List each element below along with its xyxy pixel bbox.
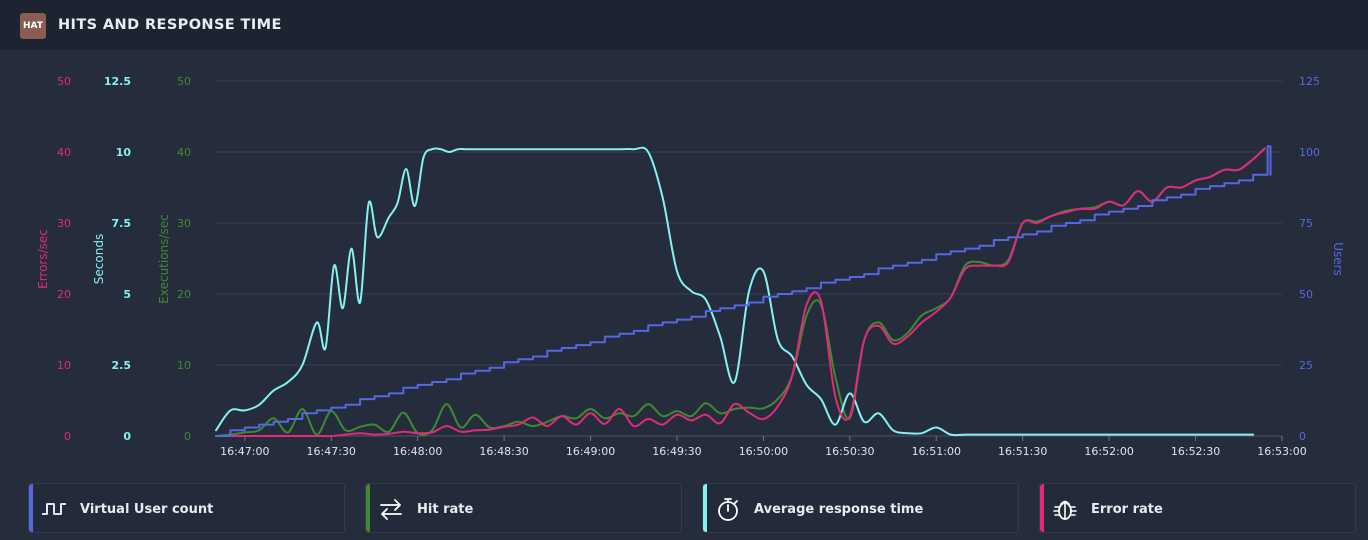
legend-label: Average response time (754, 502, 924, 517)
y-tick-label: 12.5 (104, 75, 131, 88)
y-tick-label: 75 (1299, 217, 1313, 230)
chart-axes: 0 10 20 30 40 50 Errors/sec 0 2.5 5 7.5 10 12.5 Secon… (36, 75, 1345, 458)
legend-avg-response[interactable]: Average response time (702, 483, 1019, 533)
x-tick-label: 16:52:30 (1171, 445, 1220, 458)
y-tick-label: 10 (177, 359, 191, 372)
y-tick-label: 10 (57, 359, 71, 372)
hit-rateseries-line (215, 147, 1266, 437)
y-tick-label: 50 (177, 75, 191, 88)
y-axis-title: Errors/sec (36, 229, 50, 289)
y-tick-label: 20 (57, 288, 71, 301)
y-tick-label: 40 (177, 146, 191, 159)
stopwatch-icon (718, 498, 738, 521)
y-tick-label: 0 (1299, 430, 1306, 443)
y-tick-label: 10 (116, 146, 132, 159)
y-tick-label: 0 (64, 430, 71, 443)
bug-icon (1053, 500, 1077, 520)
y-tick-label: 5 (123, 288, 131, 301)
legend-color-bar (366, 484, 370, 532)
y-tick-label: 20 (177, 288, 191, 301)
y-tick-label: 0 (184, 430, 191, 443)
x-tick-label: 16:49:00 (566, 445, 615, 458)
x-tick-label: 16:49:30 (652, 445, 701, 458)
virtual-user-countseries-line (215, 145, 1272, 437)
legend-label: Virtual User count (80, 502, 214, 517)
y-tick-label: 7.5 (112, 217, 132, 230)
y-tick-label: 0 (123, 430, 131, 443)
chart-grid (216, 80, 1282, 437)
error-rateseries-line (215, 147, 1266, 438)
y-axis-title: Users (1331, 242, 1345, 276)
header-bar: HAT HITS AND RESPONSE TIME (0, 0, 1368, 50)
y-tick-label: 125 (1299, 75, 1320, 88)
x-tick-label: 16:52:00 (1084, 445, 1133, 458)
chart-series (215, 145, 1272, 438)
y-tick-label: 50 (1299, 288, 1313, 301)
x-tick-label: 16:51:00 (912, 445, 961, 458)
y-axis-title: Seconds (92, 234, 106, 284)
step-wave-icon (42, 503, 66, 515)
legend-color-bar (1040, 484, 1044, 532)
page-title: HITS AND RESPONSE TIME (58, 17, 282, 33)
y-tick-label: 40 (57, 146, 71, 159)
hits-response-chart: 0 10 20 30 40 50 Errors/sec 0 2.5 5 7.5 10 12.5 Secon… (36, 75, 1345, 458)
x-tick-label: 16:47:00 (220, 445, 269, 458)
y-tick-label: 25 (1299, 359, 1313, 372)
legend-hit-rate[interactable]: Hit rate (365, 483, 682, 533)
y-tick-label: 100 (1299, 146, 1320, 159)
legend-virtual-users[interactable]: Virtual User count (28, 483, 345, 533)
y-axis-title: Executions/sec (157, 214, 171, 303)
x-tick-label: 16:53:00 (1257, 445, 1306, 458)
legend-label: Error rate (1091, 502, 1163, 517)
x-tick-label: 16:48:30 (479, 445, 528, 458)
y-tick-label: 50 (57, 75, 71, 88)
chart-panel: 0 10 20 30 40 50 Errors/sec 0 2.5 5 7.5 10 12.5 Secon… (0, 50, 1368, 540)
legend-error-rate[interactable]: Error rate (1039, 483, 1356, 533)
swap-arrows-icon (380, 499, 402, 520)
legend-color-bar (29, 484, 33, 532)
average-response-timeseries-line (215, 146, 1255, 437)
legend-color-bar (703, 484, 707, 532)
x-tick-label: 16:47:30 (307, 445, 356, 458)
x-tick-label: 16:51:30 (998, 445, 1047, 458)
y-tick-label: 2.5 (112, 359, 132, 372)
x-tick-label: 16:48:00 (393, 445, 442, 458)
y-tick-label: 30 (177, 217, 191, 230)
app-logo: HAT (20, 13, 46, 39)
y-tick-label: 30 (57, 217, 71, 230)
x-tick-label: 16:50:30 (825, 445, 874, 458)
x-tick-label: 16:50:00 (739, 445, 788, 458)
legend-label: Hit rate (417, 502, 474, 517)
